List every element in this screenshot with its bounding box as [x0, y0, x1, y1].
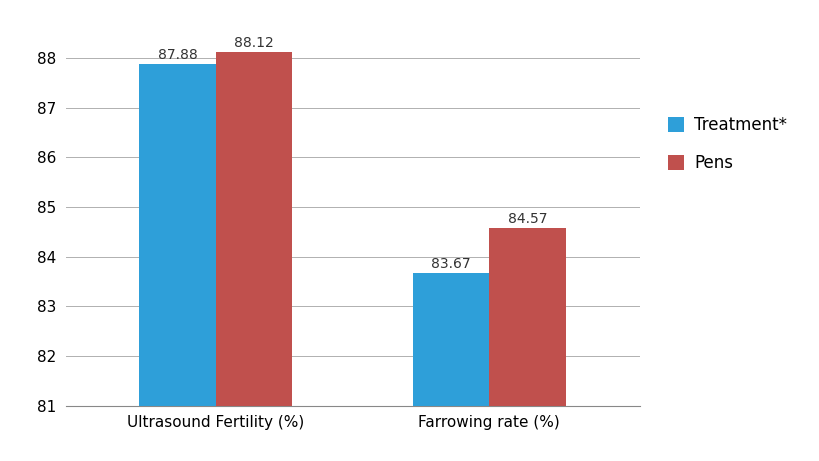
Bar	[412, 273, 489, 461]
Bar	[489, 228, 565, 461]
Bar	[215, 52, 292, 461]
Text: 84.57: 84.57	[507, 213, 546, 226]
Text: 88.12: 88.12	[234, 36, 274, 50]
Legend: Treatment*, Pens: Treatment*, Pens	[658, 108, 794, 181]
Text: 87.88: 87.88	[157, 48, 197, 62]
Text: 83.67: 83.67	[431, 257, 470, 271]
Bar	[139, 64, 215, 461]
